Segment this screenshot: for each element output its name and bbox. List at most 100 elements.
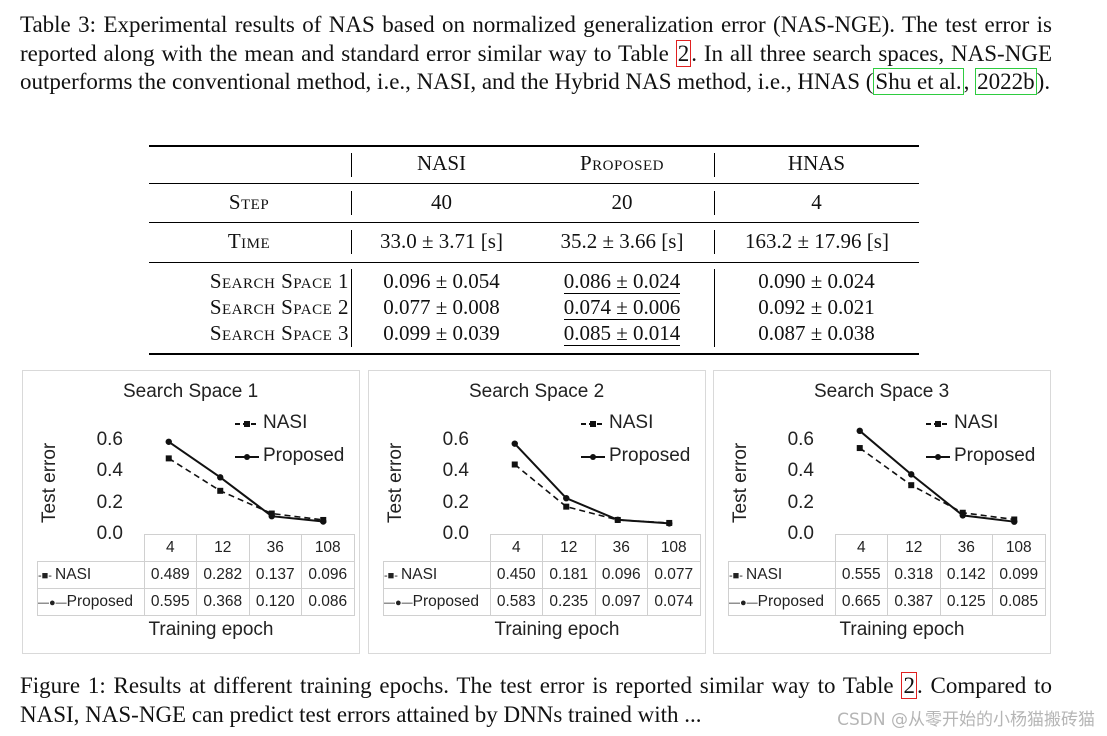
mid-rule xyxy=(149,262,919,263)
data-point-proposed xyxy=(511,440,518,447)
table-corner xyxy=(728,534,836,562)
data-point-proposed xyxy=(666,520,673,527)
time-hnas: 163.2 ± 17.96 [s] xyxy=(745,229,889,253)
data-point-nasi xyxy=(165,455,172,462)
ss1-proposed: 0.086 ± 0.024 xyxy=(563,269,681,294)
data-point-nasi xyxy=(856,445,863,452)
series-key-nasi: -■- NASI xyxy=(37,561,145,589)
legend-marker-nasi xyxy=(935,421,941,427)
data-label: 0.318 xyxy=(887,561,941,589)
table-row: —●—Proposed 0.595 0.368 0.120 0.086 xyxy=(37,588,355,616)
table-caption: Table 3: Experimental results of NAS bas… xyxy=(20,11,1052,97)
table-row: -■- NASI 0.555 0.318 0.142 0.099 xyxy=(728,561,1046,589)
step-nasi: 40 xyxy=(431,190,452,214)
data-point-proposed xyxy=(908,471,915,478)
chart-panel-search-space-3: Search Space 3 Test error 0.6 0.4 0.2 0.0 NASI… xyxy=(713,370,1051,654)
mid-rule xyxy=(149,183,919,184)
series-key-glyph: —●— xyxy=(729,597,758,609)
ss2-hnas: 0.092 ± 0.021 xyxy=(758,295,875,319)
x-axis-label: Training epoch xyxy=(148,619,274,640)
y-tick-label: 0.6 xyxy=(787,429,814,450)
caption-text: ). xyxy=(1036,69,1051,94)
column-separator xyxy=(351,230,353,254)
series-key-proposed: —●—Proposed xyxy=(728,588,836,616)
results-table: NASI Proposed HNAS Step 40 20 4 Time 33.… xyxy=(149,145,919,355)
data-point-proposed xyxy=(165,438,172,445)
series-key-nasi: -■- NASI xyxy=(383,561,491,589)
table-ref-link[interactable]: 2 xyxy=(675,39,692,67)
data-label: 0.120 xyxy=(248,588,302,616)
series-line-nasi xyxy=(859,447,1015,521)
row-label-search-space-1: Search Space 1 xyxy=(209,269,349,293)
citation-author-link[interactable]: Shu et al. xyxy=(873,68,964,95)
series-key-name: NASI xyxy=(746,566,783,583)
caption-text: . In all three search spaces, NAS-NGE ou… xyxy=(20,40,1052,95)
x-axis-label: Training epoch xyxy=(839,619,965,640)
time-proposed: 35.2 ± 3.66 [s] xyxy=(560,229,684,253)
series-key-glyph: —●— xyxy=(38,597,67,609)
col-header-hnas: HNAS xyxy=(787,151,846,175)
series-line-nasi xyxy=(514,463,670,524)
chart-data-table: 4 12 36 108 -■- NASI 0.450 0.181 0.096 0.077 —●—P… xyxy=(383,534,701,616)
y-tick-label: 0.4 xyxy=(787,460,814,482)
x-tick-label: 108 xyxy=(647,534,701,562)
col-header-proposed: Proposed xyxy=(579,151,665,175)
ss2-proposed: 0.074 ± 0.006 xyxy=(563,295,681,320)
table-row: 4 12 36 108 xyxy=(728,534,1046,562)
data-label: 0.595 xyxy=(143,588,197,616)
data-label: 0.099 xyxy=(992,561,1046,589)
data-point-proposed xyxy=(217,474,224,481)
y-tick-label: 0.6 xyxy=(96,429,123,450)
data-label: 0.555 xyxy=(834,561,888,589)
x-tick-label: 36 xyxy=(939,534,993,562)
series-key-glyph: -■- xyxy=(38,570,56,582)
data-point-proposed xyxy=(856,427,863,435)
series-key-proposed: —●—Proposed xyxy=(383,588,491,616)
time-nasi: 33.0 ± 3.71 [s] xyxy=(380,229,503,253)
table-row: -■- NASI 0.489 0.282 0.137 0.096 xyxy=(37,561,355,589)
series-key-glyph: -■- xyxy=(729,570,747,582)
legend-marker-proposed xyxy=(590,454,596,460)
legend-label-proposed: Proposed xyxy=(609,445,691,466)
column-separator xyxy=(714,191,716,215)
data-point-proposed xyxy=(268,513,275,520)
column-separator xyxy=(714,230,716,254)
table-row: —●—Proposed 0.665 0.387 0.125 0.085 xyxy=(728,588,1046,616)
legend-marker-nasi xyxy=(590,421,596,427)
x-tick-label: 12 xyxy=(196,534,250,562)
data-label: 0.665 xyxy=(834,588,888,616)
series-key-nasi: -■- NASI xyxy=(728,561,836,589)
chart-plot xyxy=(165,421,327,525)
legend-label-proposed: Proposed xyxy=(954,445,1036,466)
y-tick-label: 0.2 xyxy=(442,491,469,513)
chart-panel-search-space-2: Search Space 2 Test error 0.6 0.4 0.2 0.0 NASI… xyxy=(368,370,706,654)
series-key-name: Proposed xyxy=(66,593,134,610)
row-label-search-space-2: Search Space 2 xyxy=(209,295,349,319)
series-key-glyph: —●— xyxy=(384,597,413,609)
caption-text: Figure 1: Results at different training … xyxy=(20,673,902,698)
watermark: CSDN @从零开始的小杨猫搬砖猫 xyxy=(837,710,1095,730)
x-tick-label: 4 xyxy=(834,534,888,562)
data-point-nasi xyxy=(217,487,224,494)
ss3-hnas: 0.087 ± 0.038 xyxy=(758,321,875,345)
data-point-nasi xyxy=(511,461,518,468)
table-corner xyxy=(37,534,145,562)
y-tick-label: 0.6 xyxy=(442,429,469,450)
data-point-proposed xyxy=(1011,518,1018,525)
data-point-nasi xyxy=(908,482,915,489)
citation-year-link[interactable]: 2022b xyxy=(975,68,1037,95)
data-label: 0.489 xyxy=(143,561,197,589)
data-label: 0.125 xyxy=(939,588,993,616)
series-key-name: Proposed xyxy=(757,593,825,610)
table-ref-link[interactable]: 2 xyxy=(901,672,917,699)
ss3-nasi: 0.099 ± 0.039 xyxy=(383,321,500,345)
mid-rule xyxy=(149,222,919,223)
series-line-proposed xyxy=(168,440,324,523)
table-corner xyxy=(383,534,491,562)
y-tick-label: 0.2 xyxy=(787,491,814,513)
series-line-proposed xyxy=(514,442,670,525)
chart-plot xyxy=(511,421,673,527)
data-label: 0.387 xyxy=(887,588,941,616)
legend-label-nasi: NASI xyxy=(954,412,999,433)
chart-data-table: 4 12 36 108 -■- NASI 0.489 0.282 0.137 0.096 —●—P… xyxy=(37,534,355,616)
